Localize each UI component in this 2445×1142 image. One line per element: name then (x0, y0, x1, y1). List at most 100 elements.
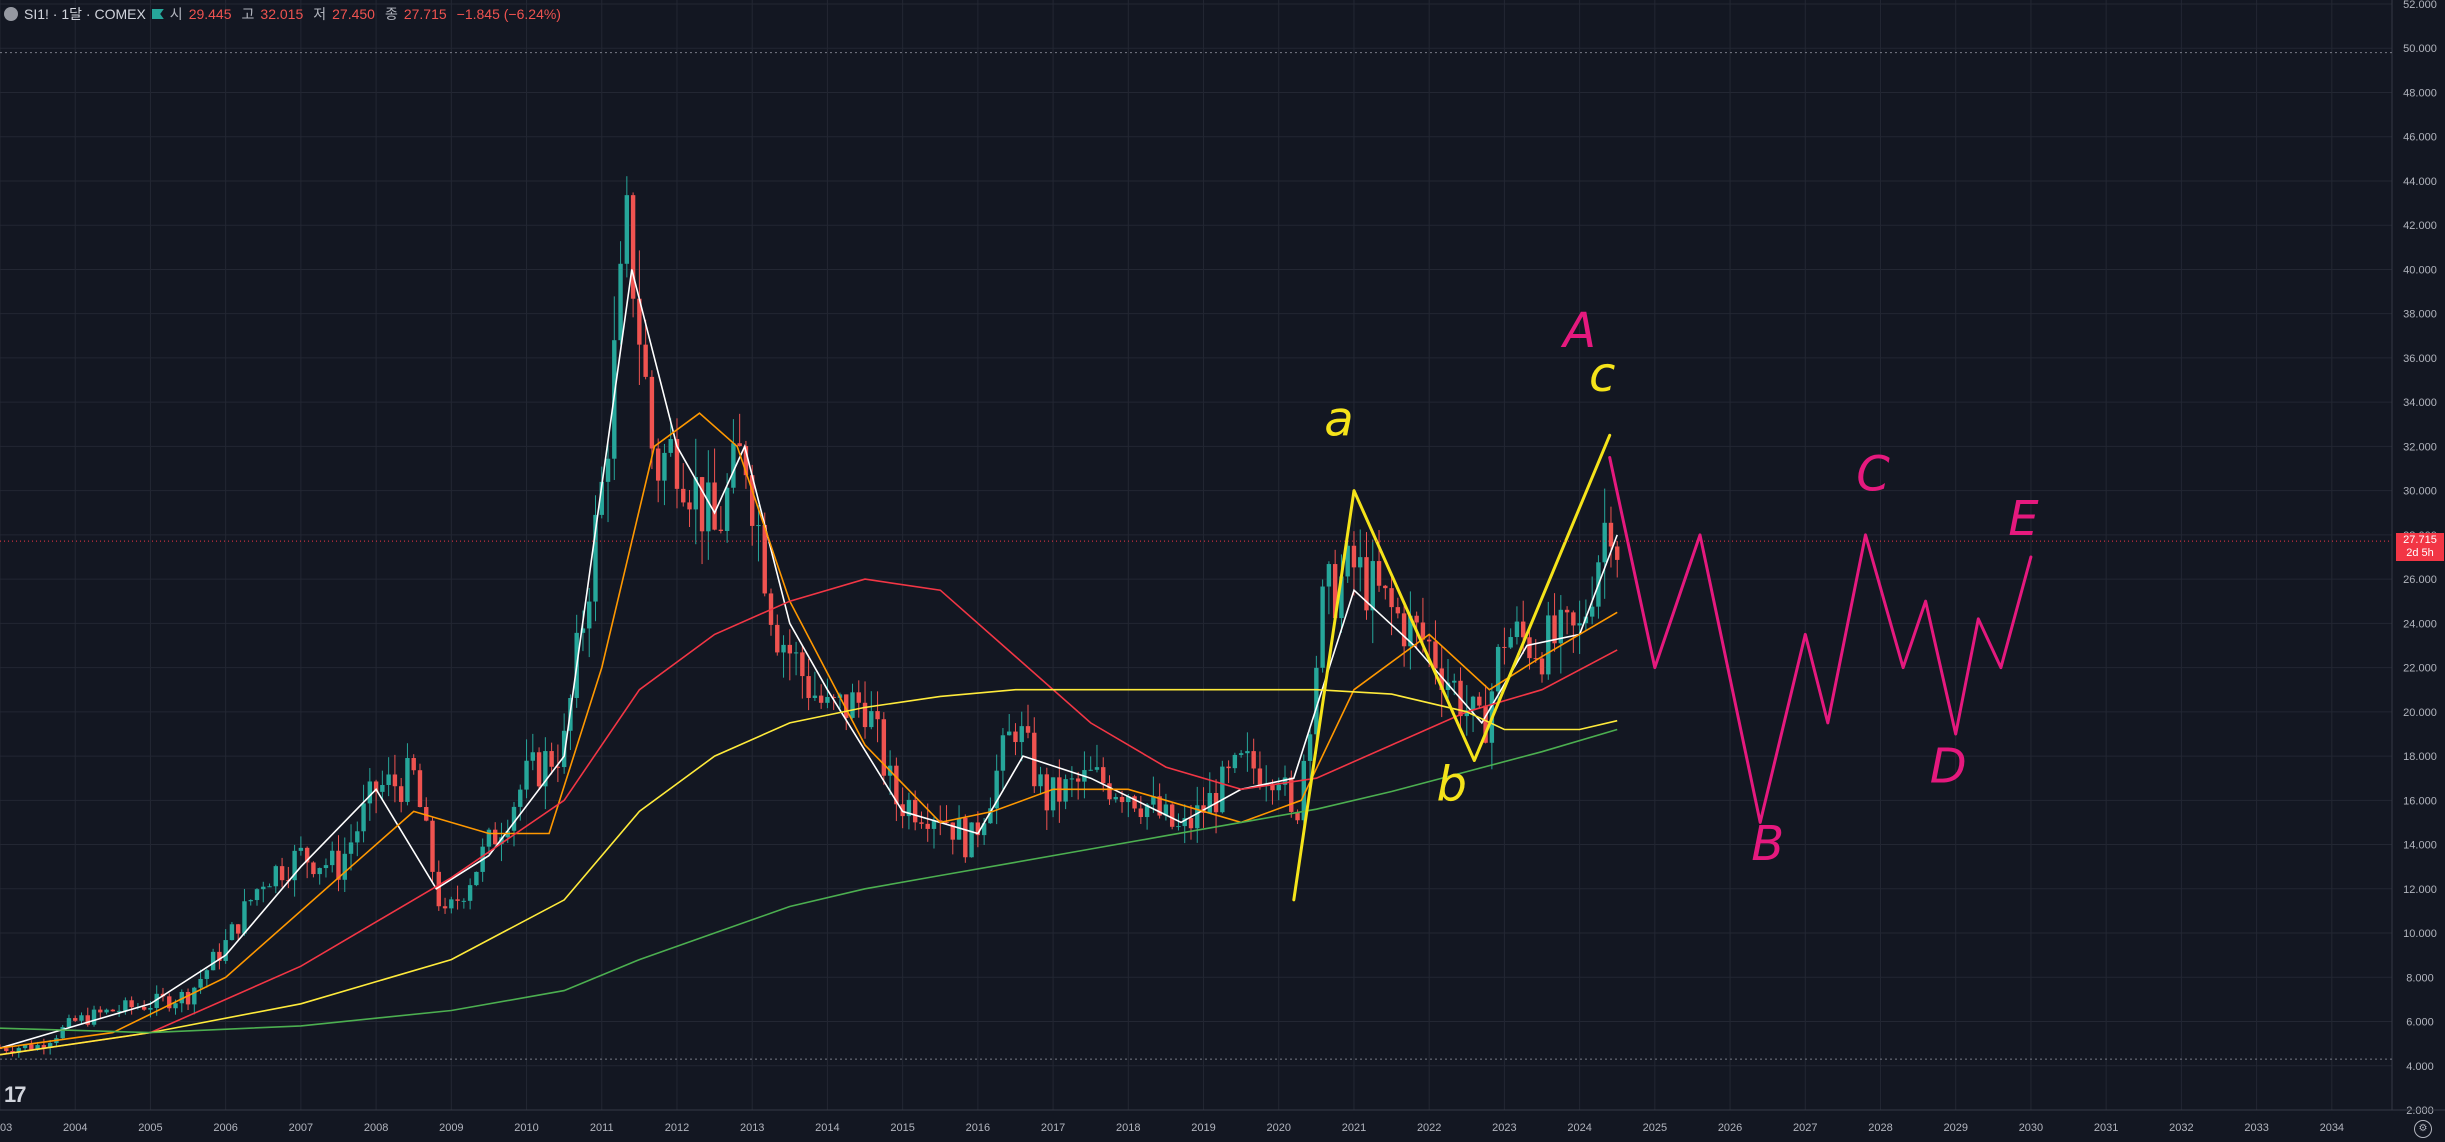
candle-body (963, 817, 968, 858)
candle-body (649, 376, 655, 449)
candle-body (555, 766, 561, 768)
x-tick-label: 2015 (890, 1122, 914, 1134)
x-tick-label: 2004 (63, 1122, 87, 1134)
wave-label-A[interactable]: A (1560, 303, 1596, 359)
candle-body (1395, 607, 1401, 614)
y-tick-label: 38.000 (2403, 309, 2437, 321)
candle-body (235, 924, 241, 934)
y-tick-label: 14.000 (2403, 840, 2437, 852)
candle-body (380, 784, 385, 792)
candle-body (1307, 734, 1313, 761)
candle-body (643, 344, 648, 377)
candle-body (561, 730, 567, 768)
candle-body (1358, 557, 1363, 568)
candle-body (1401, 613, 1407, 647)
candle-body (1151, 796, 1156, 805)
candle-body (342, 853, 347, 880)
flag-icon[interactable] (151, 9, 164, 19)
open-label: 시 (169, 6, 183, 22)
candle-body (981, 823, 987, 836)
candle-body (511, 806, 517, 831)
symbol-label[interactable]: SI1! · 1달 · COMEX (24, 6, 146, 22)
close-value: 27.715 (403, 6, 447, 22)
x-tick-label: 2024 (1567, 1122, 1591, 1134)
candle-body (298, 847, 304, 851)
candle-body (1351, 545, 1357, 568)
candle-body (699, 477, 705, 532)
wave-label-b[interactable]: b (1437, 756, 1467, 812)
candle-body (1050, 777, 1056, 811)
wave-label-B[interactable]: B (1751, 816, 1784, 872)
last-price-tag: 27.715 2d 5h (2396, 533, 2444, 562)
candle-body (1320, 586, 1325, 668)
wave-label-E[interactable]: E (2008, 491, 2039, 547)
candle-body (750, 475, 755, 526)
candle-body (474, 871, 479, 886)
y-tick-label: 44.000 (2403, 176, 2437, 188)
candle-body (1370, 561, 1375, 611)
y-tick-label: 22.000 (2403, 663, 2437, 675)
candle-body (41, 1045, 47, 1048)
candle-body (1207, 793, 1212, 813)
candle-body (712, 482, 717, 530)
candle-body (373, 781, 379, 792)
candle-body (129, 1000, 134, 1008)
moving-average-line (0, 412, 1618, 1049)
candle-body (386, 774, 391, 785)
candle-body (756, 525, 761, 527)
forecast-wave-line[interactable] (1608, 456, 2033, 824)
elliott-wave-abc-line[interactable] (1292, 433, 1612, 902)
candle-body (1238, 753, 1244, 755)
candle-body (79, 1015, 84, 1021)
candle-body (1521, 621, 1526, 638)
candle-body (1439, 668, 1444, 691)
candle-body (919, 822, 924, 824)
low-value: 27.450 (332, 6, 375, 22)
candle-body (1602, 522, 1607, 563)
candle-body (1433, 641, 1438, 669)
wave-label-a[interactable]: a (1324, 391, 1353, 447)
wave-label-c[interactable]: c (1589, 347, 1615, 403)
candle-body (806, 676, 811, 698)
candle-body (1157, 796, 1162, 816)
wave-label-D[interactable]: D (1930, 739, 1967, 795)
candle-body (593, 514, 598, 602)
candle-body (518, 789, 523, 807)
candle-body (674, 438, 680, 489)
candle-body (1144, 804, 1150, 818)
candle-body (223, 940, 228, 961)
x-tick-label: 2006 (213, 1122, 237, 1134)
candle-body (1069, 778, 1075, 780)
y-tick-label: 6.000 (2406, 1017, 2434, 1029)
y-tick-label: 36.000 (2403, 353, 2437, 365)
wave-label-C[interactable]: C (1856, 447, 1890, 503)
candle-body (248, 900, 253, 902)
candle-body (279, 866, 285, 881)
candle-body (844, 694, 849, 718)
candle-body (787, 644, 793, 654)
candle-body (1276, 784, 1281, 791)
candle-body (1420, 622, 1426, 640)
candle-body (47, 1043, 53, 1048)
candle-body (988, 808, 993, 824)
y-tick-label: 2.000 (2406, 1105, 2434, 1117)
candle-body (10, 1050, 15, 1053)
candle-body (1508, 637, 1513, 648)
candle-body (825, 696, 830, 703)
candle-body (950, 822, 955, 840)
settings-gear-icon[interactable]: ⚙ (2414, 1120, 2432, 1138)
candle-body (1138, 808, 1144, 818)
x-tick-label: 2011 (590, 1122, 614, 1134)
candle-body (994, 770, 999, 809)
candle-body (1101, 767, 1106, 784)
open-value: 29.445 (188, 6, 232, 22)
tradingview-logo[interactable]: 17 (4, 1082, 27, 1107)
candle-body (862, 702, 868, 728)
candle-body (411, 758, 416, 771)
y-tick-label: 10.000 (2403, 928, 2437, 940)
candle-body (499, 837, 504, 845)
candle-body (261, 886, 266, 890)
candle-body (1483, 705, 1488, 743)
candle-body (167, 996, 172, 1009)
